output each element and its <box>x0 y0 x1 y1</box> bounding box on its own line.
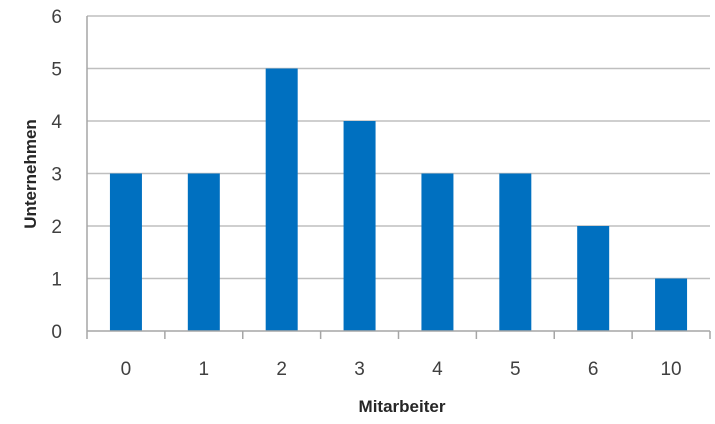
bar <box>421 173 454 331</box>
y-tick-label: 6 <box>51 7 62 28</box>
x-tick-label: 10 <box>660 359 681 380</box>
y-tick-label: 4 <box>51 112 62 133</box>
bars <box>109 68 688 331</box>
x-tick-label: 1 <box>199 359 210 380</box>
x-tick-label: 5 <box>510 359 521 380</box>
bar <box>343 121 376 331</box>
bar <box>499 173 532 331</box>
x-tick-label: 3 <box>354 359 365 380</box>
x-tick-label: 4 <box>432 359 443 380</box>
x-tick-label: 6 <box>588 359 599 380</box>
y-tick-label: 2 <box>51 217 62 238</box>
y-tick-label: 0 <box>51 322 62 343</box>
x-tick-label: 0 <box>121 359 132 380</box>
y-tick-label: 1 <box>51 270 62 291</box>
y-tick-label: 3 <box>51 165 62 186</box>
bar <box>265 68 298 331</box>
axes <box>86 16 711 339</box>
y-tick-label: 5 <box>51 60 62 81</box>
tick-labels: 0 1 2 3 4 5 6 0 1 2 3 4 5 6 10 <box>51 7 681 380</box>
bar <box>109 173 142 331</box>
gridlines <box>87 15 710 280</box>
bar <box>187 173 220 331</box>
bar <box>577 226 610 331</box>
y-axis-title: Unternehmen <box>21 119 40 229</box>
bar <box>655 278 688 331</box>
x-axis-title: Mitarbeiter <box>359 397 446 416</box>
x-tick-label: 2 <box>276 359 287 380</box>
